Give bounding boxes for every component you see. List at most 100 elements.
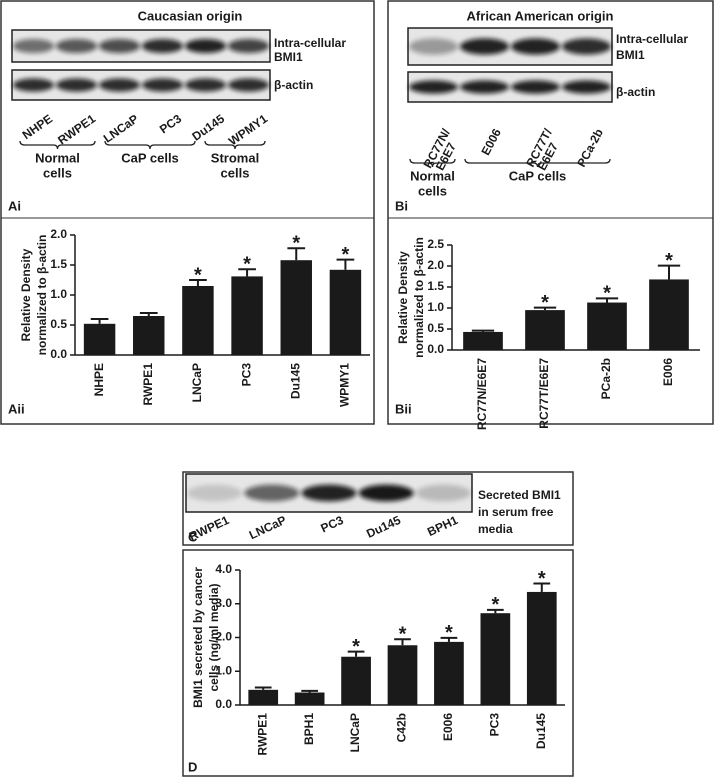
bar <box>649 279 689 350</box>
blot-band <box>562 80 611 94</box>
y-tick-label: 4.0 <box>215 562 232 576</box>
group-label: cells <box>43 165 72 180</box>
significance-star: * <box>352 636 360 658</box>
group-label: CaP cells <box>121 150 179 165</box>
panel-a-frame <box>0 0 375 425</box>
y-tick-label: 2.5 <box>427 237 444 251</box>
significance-star: * <box>292 232 300 254</box>
group-label: cells <box>418 183 447 198</box>
blot-band <box>301 484 357 502</box>
y-axis-label: BMI1 secreted by cancer <box>191 567 205 708</box>
blot-box <box>11 29 271 63</box>
blot-band <box>184 78 227 92</box>
bar <box>525 310 565 350</box>
bar <box>231 276 263 355</box>
bar <box>280 260 312 355</box>
bar <box>182 286 214 355</box>
x-tick-label: PC3 <box>239 363 253 387</box>
lane-label: BPH1 <box>425 513 460 539</box>
y-tick-label: 2.0 <box>427 258 444 272</box>
y-axis-label: normalized to β-actin <box>412 237 426 358</box>
group-brace <box>204 140 266 150</box>
bar <box>83 323 116 355</box>
significance-star: * <box>194 264 202 286</box>
lane-label: PC3 <box>319 513 346 536</box>
blot-band <box>227 78 270 92</box>
lane-label: LNCaP <box>101 112 141 146</box>
band-label: β-actin <box>274 78 313 92</box>
x-tick-label: LNCaP <box>190 363 204 402</box>
blot-band <box>409 80 458 94</box>
lane-label: Du145 <box>189 111 227 143</box>
bar <box>248 689 279 705</box>
blot-band <box>415 484 471 502</box>
bar <box>526 591 557 705</box>
blot-band <box>358 484 414 502</box>
blot-band <box>12 78 55 92</box>
x-tick-label: C42b <box>395 713 409 742</box>
y-tick-label: 2.0 <box>50 227 67 241</box>
y-tick-label: 0.0 <box>215 697 232 711</box>
x-tick-label: Du145 <box>288 363 302 399</box>
significance-star: * <box>399 623 407 645</box>
panel-label: D <box>188 759 197 774</box>
x-tick-label: PC3 <box>488 713 502 737</box>
x-tick-label: BPH1 <box>302 713 316 745</box>
bar <box>463 331 503 350</box>
y-tick-label: 3.0 <box>215 596 232 610</box>
x-tick-label: RC77N/E6E7 <box>475 358 489 430</box>
y-tick-label: 2.0 <box>215 630 232 644</box>
band-label: media <box>478 522 513 536</box>
lane-label: RWPE1 <box>55 111 98 147</box>
bar <box>387 645 418 705</box>
group-brace <box>409 158 456 168</box>
blot-band <box>460 38 509 55</box>
panel-b-frame <box>387 0 714 425</box>
bar <box>133 316 165 355</box>
blot-band <box>562 38 611 55</box>
group-label: Stromal <box>211 150 259 165</box>
panel-label: Bi <box>395 198 408 213</box>
blot-band <box>55 78 98 92</box>
x-tick-label: NHPE <box>92 363 106 396</box>
band-label: BMI1 <box>274 50 303 64</box>
blot-band <box>409 38 458 55</box>
y-tick-label: 1.5 <box>50 257 67 271</box>
lane-label: NHPE <box>20 112 55 143</box>
blot-title: African American origin <box>467 8 614 23</box>
panel-c-frame <box>182 471 574 546</box>
panel-label: C <box>188 529 198 544</box>
significance-star: * <box>342 244 350 266</box>
x-tick-label: RWPE1 <box>255 713 269 756</box>
lane-label: LNCaP <box>247 513 289 542</box>
blot-band <box>141 78 184 92</box>
bar <box>587 302 627 350</box>
x-tick-label: Du145 <box>534 713 548 749</box>
blot-band <box>55 38 98 54</box>
group-label: Normal <box>410 168 455 183</box>
lane-label: E006 <box>478 126 504 158</box>
significance-star: * <box>491 594 499 616</box>
y-tick-label: 1.0 <box>427 300 444 314</box>
group-label: CaP cells <box>509 168 567 183</box>
group-brace <box>104 140 196 150</box>
band-label: Secreted BMI1 <box>478 488 561 502</box>
blot-band <box>244 484 300 502</box>
x-tick-label: RWPE1 <box>141 363 155 406</box>
y-tick-label: 0.0 <box>427 342 444 356</box>
blot-band <box>12 38 55 54</box>
x-tick-label: LNCaP <box>348 713 362 752</box>
blot-band <box>98 78 141 92</box>
significance-star: * <box>538 568 546 590</box>
y-axis-label: normalized to β-actin <box>35 235 49 356</box>
panel-d-frame <box>182 549 574 777</box>
significance-star: * <box>445 622 453 644</box>
y-tick-label: 1.0 <box>215 663 232 677</box>
band-label: Intra-cellular <box>616 32 688 46</box>
bar <box>434 641 464 705</box>
lane-label: PC3 <box>157 111 184 136</box>
group-brace <box>19 140 96 150</box>
bar <box>480 613 511 705</box>
blot-title: Caucasian origin <box>138 8 243 23</box>
significance-star: * <box>541 292 549 314</box>
